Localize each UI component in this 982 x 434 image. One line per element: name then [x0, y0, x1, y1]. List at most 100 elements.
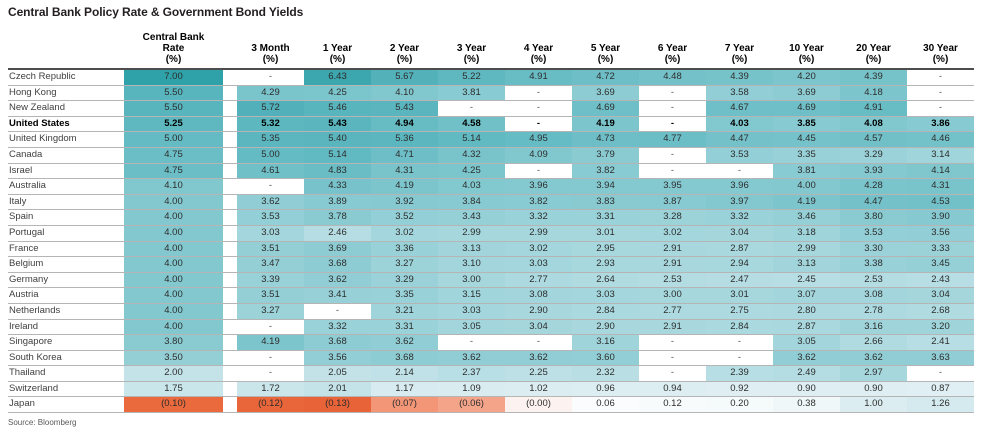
- value-cell: (0.10): [124, 396, 223, 414]
- value-cell: 5.00: [124, 131, 223, 148]
- value-cell: 3.39: [237, 272, 304, 289]
- value-cell: 5.00: [237, 147, 304, 164]
- value-cell: 3.52: [371, 209, 438, 226]
- value-cell: -: [706, 350, 773, 367]
- value-cell: 0.87: [907, 381, 974, 398]
- value-cell: -: [237, 365, 304, 382]
- table-row: Japan (0.10) (0.12) (0.13) (0.07) (0.06) (0.00…: [8, 396, 974, 414]
- column-header-line: 7 Year: [724, 43, 755, 54]
- value-cell: 3.33: [907, 241, 974, 258]
- value-cell: 3.03: [572, 287, 639, 304]
- column-header-line: Rate: [162, 43, 185, 54]
- value-cell: -: [505, 100, 572, 117]
- value-cell: -: [907, 69, 974, 86]
- value-cell: 3.04: [706, 225, 773, 242]
- value-cell: 3.94: [572, 178, 639, 195]
- value-cell: 2.64: [572, 272, 639, 289]
- column-gap: [223, 131, 237, 148]
- value-cell: 5.14: [438, 131, 505, 148]
- value-cell: 2.77: [639, 303, 706, 320]
- country-cell: Japan: [8, 396, 124, 414]
- column-header: 3 Year (%): [438, 24, 505, 70]
- value-cell: 3.69: [304, 241, 371, 258]
- value-cell: (0.07): [371, 396, 438, 414]
- value-cell: 4.47: [840, 194, 907, 211]
- column-header-line: 5 Year: [590, 43, 621, 54]
- value-cell: 4.57: [840, 131, 907, 148]
- value-cell: 2.53: [639, 272, 706, 289]
- column-gap: [223, 163, 237, 180]
- country-cell: Belgium: [8, 256, 124, 273]
- value-cell: 3.79: [572, 147, 639, 164]
- value-cell: -: [438, 334, 505, 351]
- column-header-line: 3 Year: [456, 43, 487, 54]
- value-cell: 0.92: [706, 381, 773, 398]
- value-cell: 4.39: [706, 69, 773, 86]
- value-cell: 5.22: [438, 69, 505, 86]
- column-gap: [223, 178, 237, 195]
- table-row: Hong Kong 5.50 4.29 4.25 4.10 3.81-3.69-3.58 3…: [8, 85, 974, 102]
- column-gap: [223, 225, 237, 242]
- value-cell: 2.91: [639, 241, 706, 258]
- value-cell: 2.99: [505, 225, 572, 242]
- value-cell: 4.18: [840, 85, 907, 102]
- value-cell: 3.32: [505, 209, 572, 226]
- column-header-line: 1 Year: [322, 43, 353, 54]
- value-cell: 3.96: [505, 178, 572, 195]
- value-cell: -: [505, 163, 572, 180]
- value-cell: 3.68: [371, 350, 438, 367]
- value-cell: 3.51: [237, 287, 304, 304]
- value-cell: 5.32: [237, 116, 304, 133]
- value-cell: 1.26: [907, 396, 974, 414]
- value-cell: 0.96: [572, 381, 639, 398]
- value-cell: 4.19: [371, 178, 438, 195]
- value-cell: 3.03: [505, 256, 572, 273]
- value-cell: 3.82: [572, 163, 639, 180]
- column-header-line: 10 Year: [789, 43, 824, 54]
- value-cell: 2.05: [304, 365, 371, 382]
- value-cell: 4.00: [124, 303, 223, 320]
- table-row: Belgium 4.00 3.47 3.68 3.27 3.10 3.03 2.93 2.91 2…: [8, 256, 974, 273]
- country-cell: Czech Republic: [8, 69, 124, 86]
- column-gap: [223, 365, 237, 382]
- table-row: Canada 4.75 5.00 5.14 4.71 4.32 4.09 3.79-3.53 3…: [8, 147, 974, 164]
- table-row: Germany 4.00 3.39 3.62 3.29 3.00 2.77 2.64 2.53 2…: [8, 272, 974, 289]
- value-cell: 3.81: [438, 85, 505, 102]
- column-header: 1 Year (%): [304, 24, 371, 70]
- value-cell: -: [639, 350, 706, 367]
- value-cell: 5.46: [304, 100, 371, 117]
- value-cell: 0.20: [706, 396, 773, 414]
- column-gap: [223, 396, 237, 414]
- column-header-line: (%): [865, 54, 882, 65]
- column-header-line: 4 Year: [523, 43, 554, 54]
- country-cell: France: [8, 241, 124, 258]
- value-cell: 2.43: [907, 272, 974, 289]
- value-cell: 3.27: [371, 256, 438, 273]
- value-cell: 2.75: [706, 303, 773, 320]
- value-cell: 3.56: [907, 225, 974, 242]
- value-cell: 3.41: [304, 287, 371, 304]
- value-cell: 2.37: [438, 365, 505, 382]
- value-cell: -: [706, 163, 773, 180]
- value-cell: 4.19: [237, 334, 304, 351]
- column-gap: [223, 116, 237, 133]
- value-cell: 1.02: [505, 381, 572, 398]
- value-cell: 5.40: [304, 131, 371, 148]
- country-cell: Switzerland: [8, 381, 124, 398]
- value-cell: 3.93: [840, 163, 907, 180]
- value-cell: -: [505, 116, 572, 133]
- value-cell: 4.58: [438, 116, 505, 133]
- value-cell: 3.53: [237, 209, 304, 226]
- column-header-line: 2 Year: [389, 43, 420, 54]
- value-cell: -: [237, 319, 304, 336]
- column-gap: [223, 69, 237, 86]
- value-cell: 3.83: [572, 194, 639, 211]
- value-cell: 2.84: [572, 303, 639, 320]
- value-cell: 4.10: [371, 85, 438, 102]
- value-cell: 6.43: [304, 69, 371, 86]
- value-cell: 3.03: [237, 225, 304, 242]
- value-cell: 1.00: [840, 396, 907, 414]
- table-row: France 4.00 3.51 3.69 3.36 3.13 3.02 2.95 2.91 2.…: [8, 241, 974, 258]
- value-cell: 4.48: [639, 69, 706, 86]
